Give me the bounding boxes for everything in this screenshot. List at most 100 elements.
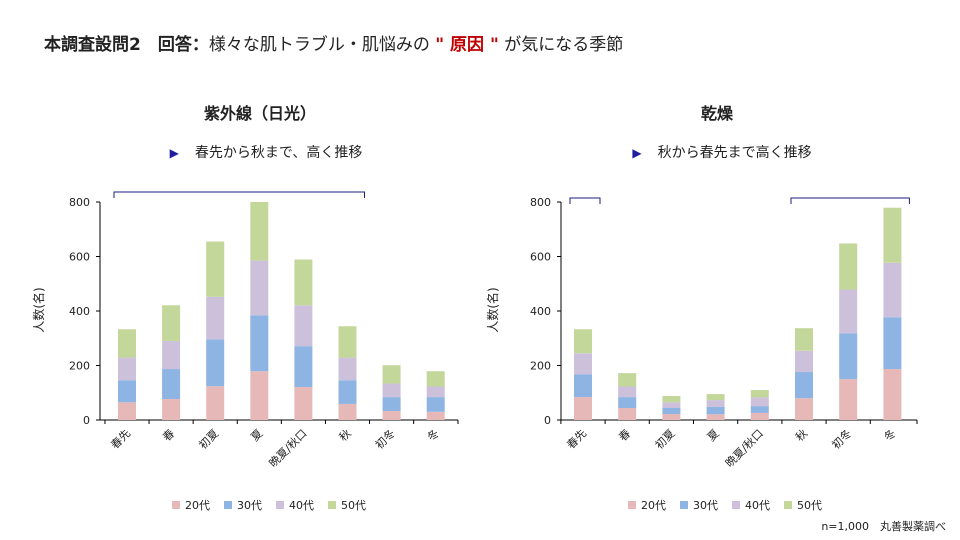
- highlight-bracket: [113, 191, 365, 198]
- bar-segment: [839, 289, 858, 334]
- bar-segment: [795, 328, 813, 351]
- chart-title-uv: 紫外線（日光）: [203, 104, 317, 123]
- bar-segment: [750, 412, 769, 420]
- bar-segment: [250, 202, 269, 261]
- bar-segment: [294, 346, 313, 388]
- bar-segment: [118, 402, 136, 420]
- x-tick-label: 晩夏/秋口: [266, 426, 310, 470]
- title-text: 様々な肌トラブル・肌悩みの: [208, 35, 430, 55]
- x-tick-label: 秋: [336, 426, 354, 444]
- bar-segment: [883, 317, 902, 370]
- legend-swatch: [784, 501, 792, 509]
- bar-segment: [426, 371, 445, 387]
- x-tick-label: 春: [160, 427, 177, 444]
- bar-segment: [162, 340, 181, 370]
- y-tick-label: 400: [69, 305, 90, 318]
- y-axis-label: 人数(名): [485, 287, 500, 332]
- legend-uv: 20代 30代 40代 50代: [172, 497, 366, 513]
- x-tick-label: 秋: [792, 426, 810, 444]
- bar-segment: [338, 357, 357, 381]
- chart-title-dry: 乾燥: [700, 104, 734, 123]
- bar-segment: [795, 398, 813, 420]
- legend-label: 50代: [797, 499, 822, 512]
- x-tick-label: 夏: [248, 427, 265, 444]
- triangle-right-icon: ▶: [632, 146, 642, 160]
- chart-subtitle-dry: ▶ 秋から春先まで高く推移: [632, 142, 811, 162]
- bar-segment: [618, 408, 637, 420]
- legend-swatch: [732, 501, 740, 509]
- legend-item: 30代: [680, 497, 718, 513]
- legend-swatch: [172, 501, 180, 509]
- title-highlight: " 原因 ": [435, 35, 499, 55]
- x-tick-label: 冬: [881, 426, 899, 444]
- y-tick-label: 200: [69, 360, 90, 373]
- y-tick-label: 200: [530, 360, 551, 373]
- bar-segment: [574, 374, 592, 398]
- bar-segment: [382, 383, 401, 398]
- y-tick-label: 0: [83, 414, 90, 427]
- bar-segment: [338, 380, 357, 404]
- bar-segment: [750, 406, 769, 413]
- bar-segment: [706, 394, 725, 401]
- bar-segment: [118, 357, 136, 381]
- bar-segment: [206, 339, 225, 387]
- y-axis-label: 人数(名): [31, 287, 46, 332]
- legend-swatch: [680, 501, 688, 509]
- legend-item: 40代: [732, 497, 770, 513]
- x-tick-label: 初夏: [652, 426, 677, 451]
- bar-segment: [294, 305, 313, 347]
- title-text-end: が気になる季節: [504, 35, 624, 55]
- bar-segment: [162, 305, 181, 341]
- legend-item: 20代: [628, 497, 666, 513]
- page-title: 本調査設問2 回答：様々な肌トラブル・肌悩みの " 原因 " が気になる季節: [44, 30, 623, 55]
- y-tick-label: 800: [530, 196, 551, 209]
- legend-item: 40代: [276, 497, 314, 513]
- bar-segment: [338, 326, 357, 358]
- bar-segment: [662, 396, 681, 403]
- triangle-right-icon: ▶: [169, 146, 179, 160]
- bar-segment: [662, 414, 681, 420]
- bar-segment: [618, 386, 637, 398]
- bar-segment: [162, 369, 181, 400]
- x-tick-label: 初夏: [196, 426, 221, 451]
- bar-segment: [839, 243, 858, 290]
- bar-segment: [574, 353, 592, 375]
- x-tick-label: 夏: [705, 427, 722, 444]
- bar-segment: [706, 406, 725, 415]
- bar-segment: [250, 260, 269, 316]
- x-tick-label: 春: [616, 427, 633, 444]
- y-tick-label: 800: [69, 196, 90, 209]
- bar-segment: [883, 369, 902, 420]
- bar-segment: [618, 373, 637, 387]
- bar-segment: [706, 414, 725, 420]
- subtitle-text: 春先から秋まで、高く推移: [194, 145, 363, 161]
- bar-segment: [162, 399, 181, 420]
- x-tick-label: 春先: [108, 427, 133, 452]
- bar-segment: [338, 403, 357, 420]
- legend-item: 30代: [224, 497, 262, 513]
- x-tick-label: 初冬: [372, 426, 397, 451]
- bar-segment: [250, 371, 269, 420]
- legend-item: 50代: [784, 497, 822, 513]
- bar-segment: [839, 379, 858, 420]
- highlight-bracket: [790, 197, 910, 204]
- legend-label: 50代: [341, 499, 366, 512]
- legend-label: 30代: [237, 499, 262, 512]
- highlight-bracket: [569, 197, 601, 204]
- legend-swatch: [224, 501, 232, 509]
- bar-segment: [206, 241, 225, 297]
- bar-segment: [426, 397, 445, 412]
- legend-swatch: [276, 501, 284, 509]
- bar-segment: [206, 296, 225, 340]
- bar-segment: [795, 372, 813, 399]
- footer-note: n=1,000 丸善製薬調べ: [821, 520, 946, 533]
- bar-segment: [795, 350, 813, 373]
- bar-segment: [426, 386, 445, 398]
- y-tick-label: 400: [530, 305, 551, 318]
- bar-segment: [426, 411, 445, 420]
- bar-segment: [118, 329, 136, 358]
- chart-subtitle-uv: ▶ 春先から秋まで、高く推移: [170, 142, 363, 162]
- bar-segment: [662, 402, 681, 409]
- bar-segment: [750, 390, 769, 398]
